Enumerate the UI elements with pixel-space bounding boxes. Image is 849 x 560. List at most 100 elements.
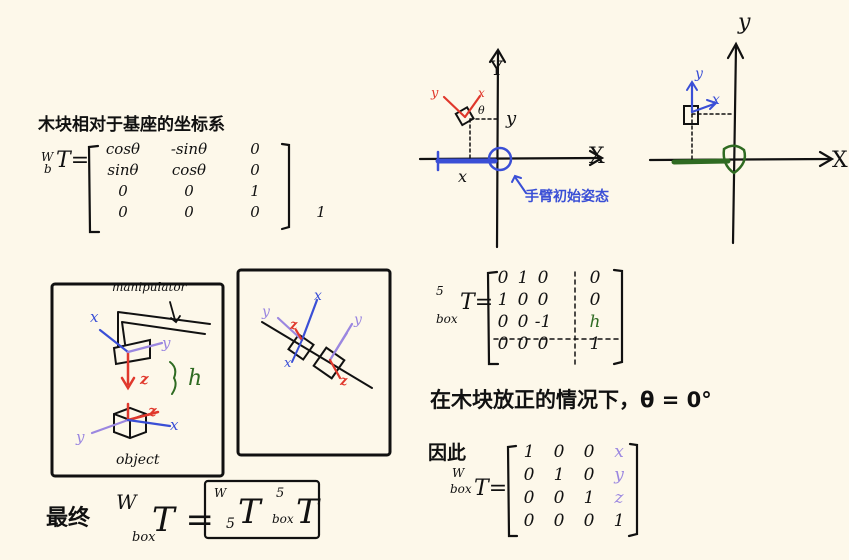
frame-right-x-axis (690, 102, 716, 114)
frame-top-z-label: z (140, 370, 149, 388)
matrix-cell: 0 (523, 465, 535, 485)
y-axis-left-arrow (488, 47, 507, 64)
final-a-sup: W (214, 486, 227, 500)
frame-left-y-axis (442, 95, 467, 119)
frame-bottom-x-axis (126, 418, 172, 428)
theta-label: θ (478, 104, 485, 117)
matrix-cell: 0 (517, 312, 529, 332)
arm-initial-circle (487, 146, 513, 172)
panel-right-x-label: x (314, 288, 322, 304)
matrix-cell: sinθ (107, 161, 139, 179)
matrix-cell: cosθ (105, 140, 141, 158)
m2-sup: 5 (436, 284, 444, 298)
matrix-cell: h (589, 312, 601, 332)
matrix-cell: 0 (589, 268, 601, 288)
axes-right-drawing (648, 41, 835, 245)
note-arrow (514, 176, 527, 194)
y-dim-label: y (506, 108, 517, 129)
m2-T: T= (460, 290, 494, 315)
matrix-cell: 1 (517, 268, 529, 288)
matrix-cell: 0 (523, 511, 535, 531)
final-lhs-T: T = (152, 500, 214, 540)
heading-block-frame: 木块相对于基座的坐标系 (38, 115, 225, 135)
matrix-cell: 0 (589, 290, 601, 310)
frame-bottom-x-label: x (170, 416, 179, 434)
matrix-cell: 0 (583, 442, 595, 462)
matrix-cell: 0 (250, 203, 260, 221)
final-b-sup: 5 (276, 486, 285, 501)
final-label: 最终 (46, 506, 91, 531)
frame-top-x-label: x (90, 308, 99, 326)
object-label: object (116, 452, 160, 468)
panel-right-drawing (236, 268, 392, 457)
panel-right-z2-label: z (340, 374, 348, 389)
panel-right-y2-label: y (354, 312, 362, 328)
final-a-sub: 5 (226, 516, 235, 532)
lhs-sub: b (44, 162, 52, 176)
matrix-cell: 1 (589, 334, 601, 354)
matrix-cell: 0 (553, 442, 565, 462)
manipulator-arm (117, 311, 211, 347)
therefore-label: 因此 (428, 442, 467, 464)
frame-top-y-label: y (162, 334, 171, 352)
manipulator-pointer (169, 301, 181, 324)
manipulator-label: manipulator (112, 280, 187, 294)
frame-right-x-label: x (712, 92, 720, 108)
m3-sup: W (452, 466, 465, 480)
panel-right-y-label: y (262, 304, 270, 320)
m3-sub: box (450, 482, 472, 496)
arm-initial-note: 手臂初始姿态 (525, 189, 609, 205)
matrix-cell: 1 (583, 488, 595, 508)
matrix-cell: 0 (537, 290, 549, 310)
matrix-cell: 0 (523, 488, 535, 508)
h-label: h (188, 366, 203, 391)
matrix-cell: -sinθ (170, 140, 208, 158)
matrix-cell: 0 (184, 182, 194, 200)
matrix-cell: 0 (583, 511, 595, 531)
frame-bottom-y-label: y (76, 428, 85, 446)
axes-left-x-label: X (589, 144, 605, 169)
matrix-cell: 0 (517, 334, 529, 354)
final-a-T: T (238, 492, 261, 532)
h-brace (169, 361, 177, 395)
matrix-cell: 0 (497, 268, 509, 288)
matrix-cell: 0 (583, 465, 595, 485)
matrix-cell: 0 (497, 334, 509, 354)
axes-right-x-label: X (832, 148, 848, 173)
axes-left-drawing (418, 47, 605, 249)
x-axis-left-arrow (588, 149, 605, 167)
matrix-cell: 0 (537, 268, 549, 288)
frame-bottom-y-axis (90, 418, 130, 435)
matrix-cell: 0 (184, 203, 194, 221)
m3-T: T= (474, 476, 508, 501)
matrix-5box-brackets (486, 268, 624, 366)
axes-right-y-label: y (738, 10, 751, 35)
frame-left-y-label: y (431, 86, 439, 101)
matrix-cell: 1 (523, 442, 535, 462)
matrix-cell: -1 (534, 312, 552, 332)
matrix-w-b-brackets (87, 142, 291, 234)
green-bar (671, 158, 731, 165)
frame-left-x-label: x (478, 86, 485, 100)
m2-sub: box (436, 312, 458, 326)
final-b-sub: box (272, 512, 294, 526)
final-box (203, 479, 321, 540)
matrix-therefore-brackets (506, 442, 639, 538)
panel-right-z1-label: z (290, 318, 298, 333)
panel-right-x2-label: x (284, 356, 292, 371)
matrix-cell: 0 (118, 203, 128, 221)
matrix-cell: 0 (497, 312, 509, 332)
panel-left-border (50, 282, 225, 478)
frame-left-x-axis (463, 94, 482, 119)
x-dim-label: x (458, 167, 468, 186)
matrix-cell: z (614, 488, 624, 508)
matrix-cell: 1 (316, 203, 326, 221)
frame-top-x-axis (98, 328, 130, 354)
block-rotated (454, 105, 475, 127)
lhs-sup: W (41, 150, 54, 164)
matrix-cell: 1 (613, 511, 625, 531)
lhs-T: T= (56, 148, 90, 173)
matrix-cell: cosθ (171, 161, 207, 179)
matrix-cell: 0 (250, 161, 260, 179)
